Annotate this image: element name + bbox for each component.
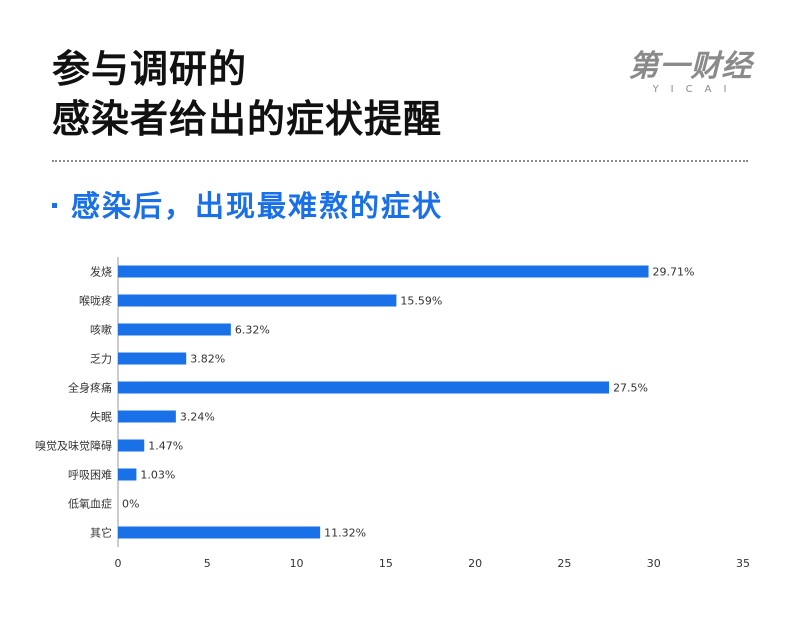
value-label: 3.82% (190, 353, 225, 366)
bar (118, 352, 187, 365)
page-title-line-2: 感染者给出的症状提醒 (52, 97, 443, 141)
bar (118, 294, 397, 307)
value-label: 6.32% (235, 324, 270, 337)
value-label: 29.71% (653, 266, 695, 279)
bar (118, 381, 610, 394)
bar (118, 439, 145, 452)
category-label: 乏力 (90, 353, 112, 366)
x-tick-label: 30 (647, 557, 661, 570)
category-label: 全身疼痛 (68, 381, 112, 395)
value-label: 0% (122, 498, 139, 511)
logo-main-text: 第一财经 (628, 49, 753, 84)
page-title-line-1: 参与调研的 (52, 47, 248, 91)
x-tick-label: 15 (379, 557, 393, 570)
x-tick-label: 20 (468, 557, 482, 570)
x-tick-label: 25 (557, 557, 571, 570)
x-tick-label: 0 (115, 557, 122, 570)
value-label: 1.47% (148, 440, 183, 453)
value-label: 11.32% (324, 527, 366, 540)
page-title: 参与调研的 感染者给出的症状提醒 (52, 44, 442, 144)
x-tick-label: 5 (204, 557, 211, 570)
subtitle-text: 感染后，出现最难熬的症状 (71, 189, 444, 223)
yicai-logo: 第一财经 YICAI (628, 50, 753, 102)
value-label: 15.59% (400, 295, 442, 308)
value-label: 3.24% (180, 411, 215, 424)
category-label: 呼吸困难 (68, 469, 112, 482)
category-label: 嗅觉及味觉障碍 (35, 439, 112, 453)
value-label: 27.5% (613, 382, 648, 395)
category-label: 失眠 (90, 411, 112, 424)
bar (118, 468, 137, 481)
logo-sub-text: YICAI (652, 84, 739, 95)
bar (118, 410, 176, 423)
bullet-icon (52, 202, 57, 208)
bar (118, 265, 649, 278)
bar (118, 323, 231, 336)
section-subtitle: 感染后，出现最难熬的症状 (52, 184, 443, 224)
category-label: 其它 (90, 526, 112, 540)
category-label: 喉咙疼 (79, 294, 112, 308)
category-label: 发烧 (90, 265, 112, 279)
x-tick-label: 10 (290, 557, 304, 570)
category-label: 咳嗽 (90, 323, 112, 337)
category-label: 低氧血症 (68, 497, 112, 511)
x-tick-label: 35 (736, 557, 750, 570)
dotted-divider (52, 160, 748, 162)
value-label: 1.03% (140, 469, 175, 482)
bar (118, 526, 321, 539)
